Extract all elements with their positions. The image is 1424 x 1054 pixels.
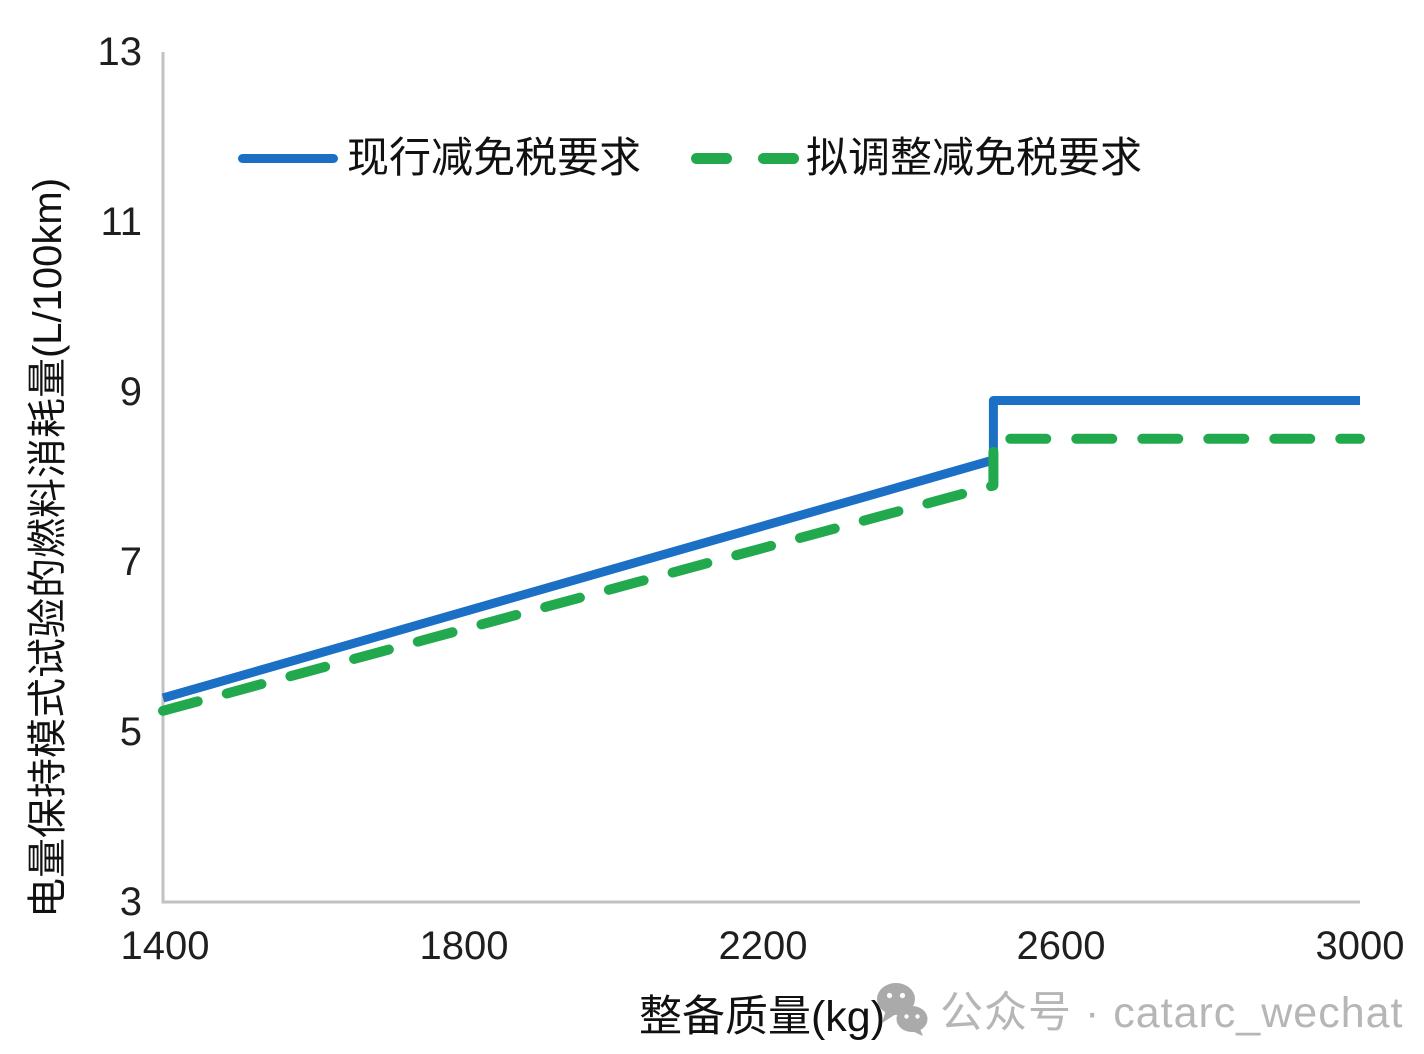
- axis-lines: [161, 52, 1360, 904]
- y-tick-label: 7: [119, 540, 142, 584]
- legend-label-proposed: 拟调整减免税要求: [806, 134, 1143, 181]
- x-tick-label: 3000: [1315, 924, 1405, 968]
- y-tick-label: 3: [119, 880, 142, 924]
- wechat-icon: [877, 983, 928, 1036]
- x-tick-label: 1400: [120, 924, 210, 968]
- watermark-text: 公众号 · catarc_wechat: [940, 989, 1404, 1037]
- legend-label-current: 现行减免税要求: [347, 134, 642, 181]
- watermark: 公众号 · catarc_wechat: [876, 978, 1403, 1040]
- y-tick-label: 11: [100, 200, 142, 244]
- legend-solid-line-sample: [238, 153, 338, 163]
- y-tick-label: 5: [119, 710, 142, 754]
- series-line-current: [161, 396, 1360, 703]
- x-tick-label: 1800: [419, 924, 509, 968]
- x-tick-label: 2600: [1016, 924, 1106, 968]
- legend: 现行减免税要求 拟调整减免税要求: [238, 130, 1142, 186]
- x-axis-title: 整备质量(kg): [638, 993, 886, 1041]
- x-tick-label: 2200: [718, 924, 808, 968]
- series-line-proposed: [158, 433, 1365, 716]
- y-tick-label: 9: [119, 370, 142, 414]
- legend-dashed-line-sample: [691, 152, 800, 164]
- y-tick-label: 13: [97, 30, 143, 74]
